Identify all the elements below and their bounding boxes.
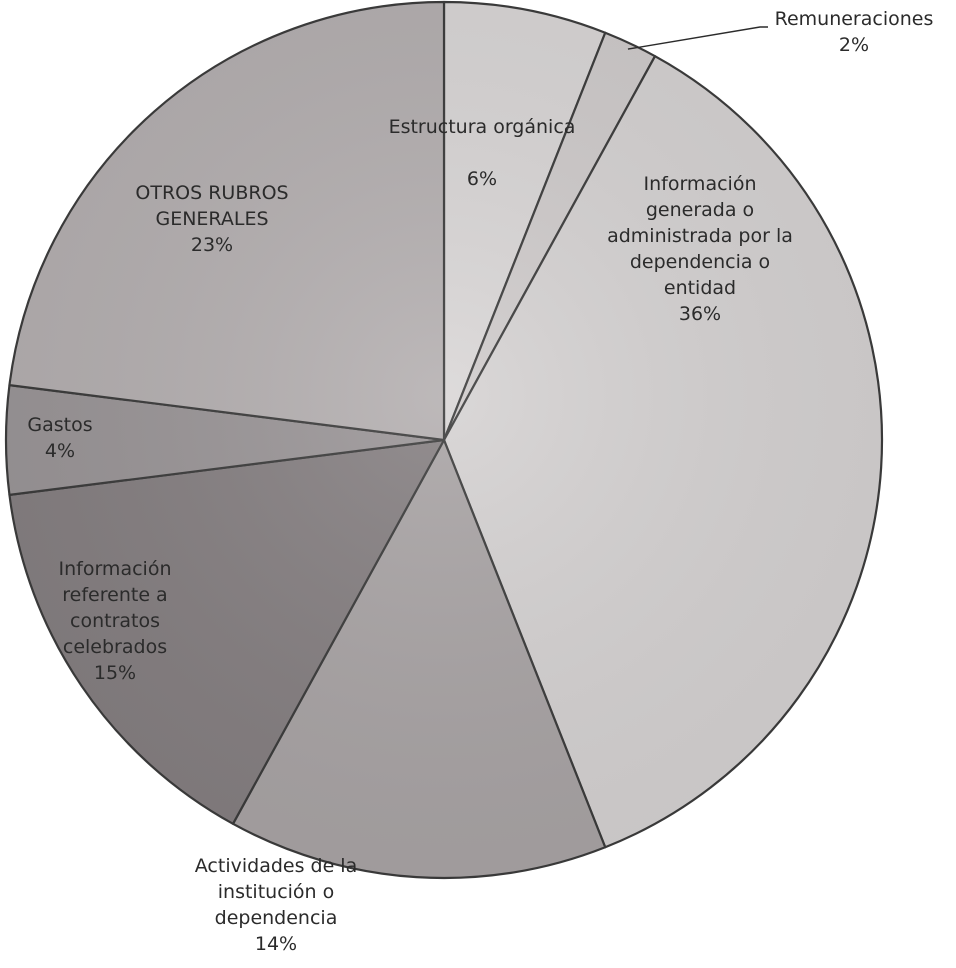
label-informacion-generada-o-administrada-por-la-dependencia-o-entidad: Información generada o administrada por la… (607, 173, 793, 325)
label-line: 2% (839, 34, 869, 56)
label-gastos: Gastos 4% (27, 414, 92, 462)
label-line: Remuneraciones (775, 8, 934, 30)
label-otros-rubros-generales: OTROS RUBROS GENERALES 23% (135, 182, 288, 256)
leader-line-remuneraciones (627, 26, 768, 50)
label-informacion-referente-a-contratos-celebrados: Información referente a contratos celebrado… (59, 558, 172, 684)
label-line: Información (644, 173, 757, 195)
label-line: dependencia (215, 907, 338, 929)
label-line: generada o (646, 199, 754, 221)
label-line: 6% (467, 168, 497, 190)
slice-labels: Estructura orgánica 6% Remuneraciones 2% Inf… (27, 8, 933, 955)
label-line: 36% (679, 303, 721, 325)
label-line: Información (59, 558, 172, 580)
label-actividades-de-la-institucion-o-dependencia: Actividades de la institución o dependenci… (195, 855, 357, 955)
label-line: institución o (218, 881, 335, 903)
label-line: celebrados (63, 636, 167, 658)
label-line: dependencia o (630, 251, 770, 273)
leader-lines (627, 26, 768, 50)
label-line: OTROS RUBROS (135, 182, 288, 204)
label-line: contratos (70, 610, 160, 632)
label-remuneraciones: Remuneraciones 2% (775, 8, 934, 56)
label-estructura-organica: Estructura orgánica 6% (389, 116, 576, 190)
label-line: 14% (255, 933, 297, 955)
label-line: administrada por la (607, 225, 793, 247)
label-line: referente a (62, 584, 167, 606)
label-line: 15% (94, 662, 136, 684)
label-line: 4% (45, 440, 75, 462)
label-line: entidad (664, 277, 736, 299)
label-line: GENERALES (155, 208, 268, 230)
label-line: Actividades de la (195, 855, 357, 877)
label-line: Gastos (27, 414, 92, 436)
label-line: Estructura orgánica (389, 116, 576, 138)
label-line: 23% (191, 234, 233, 256)
